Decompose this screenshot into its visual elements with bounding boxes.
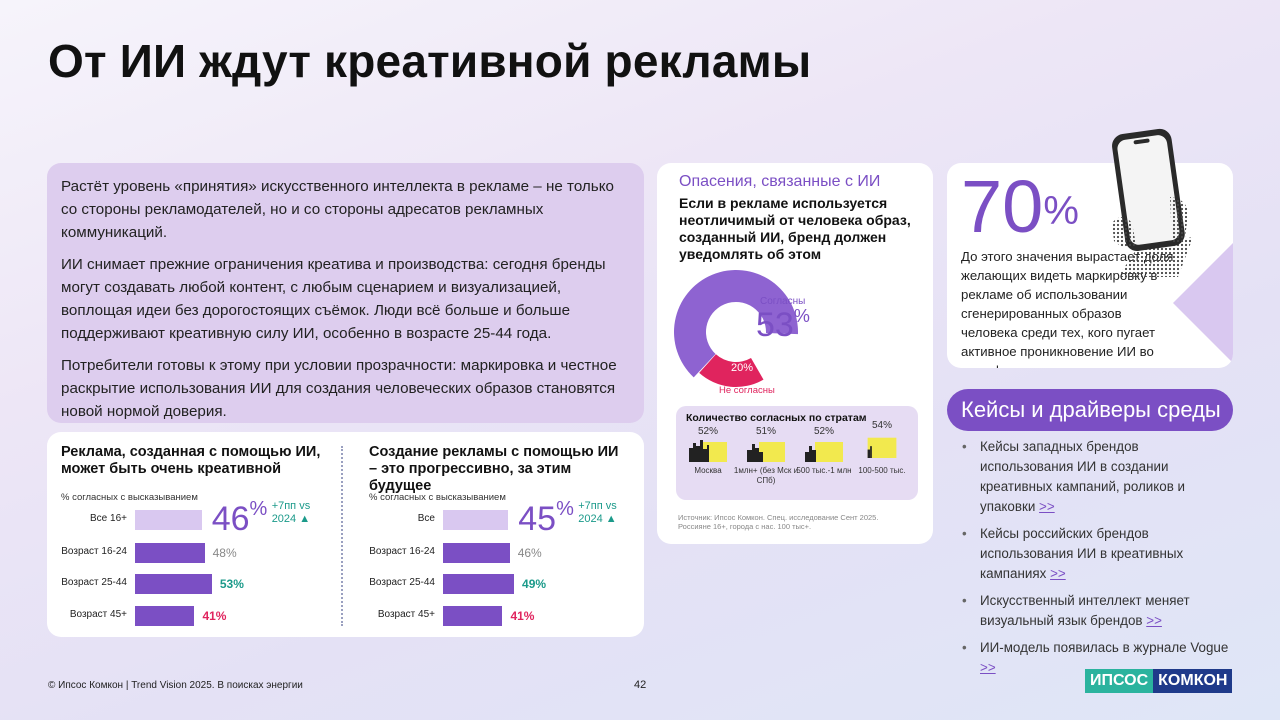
agree-value: 53%: [756, 306, 810, 344]
chart-subtitle: % согласных с высказыванием: [61, 492, 198, 503]
concerns-title: Опасения, связанные с ИИ: [679, 173, 881, 190]
page-title: От ИИ ждут креативной рекламы: [48, 35, 812, 87]
bar-chart-creative: Реклама, созданная с помощью ИИ, может б…: [47, 442, 337, 632]
stratum-500k: 52% 500 тыс.-1 млн: [796, 426, 852, 496]
stat-card: 70% До этого значения вырастает доля жел…: [947, 163, 1233, 368]
bar: [135, 606, 195, 626]
bar-row: Возраст 45+ 41%: [355, 606, 645, 626]
trend-annotation: +7пп vs 2024 ▲: [578, 500, 617, 525]
stratum-label: Москва: [694, 466, 722, 475]
concerns-card: Опасения, связанные с ИИ Если в рекламе …: [657, 163, 933, 544]
list-item: • Кейсы российских брендов использования …: [962, 526, 1184, 581]
strata-box: Количество согласных по стратам 52% Моск…: [676, 406, 918, 500]
footer-copyright: © Ипсос Комкон | Trend Vision 2025. В по…: [48, 680, 303, 691]
intro-paragraph-3: Потребители готовы к этому при условии п…: [61, 357, 617, 420]
stratum-1mln: 51% 1млн+ (без Мск и СПб): [734, 426, 798, 496]
bar: [443, 574, 515, 594]
bar-category-label: Возраст 25-44: [61, 577, 127, 588]
bar-row: Возраст 25-44 49%: [355, 574, 645, 594]
bar-category-label: Все 16+: [90, 513, 127, 524]
bar-category-label: Возраст 16-24: [61, 546, 127, 557]
trend-annotation: +7пп vs 2024 ▲: [271, 500, 311, 525]
source-note: Источник: Ипсос Комкон. Спец. исследован…: [678, 513, 879, 531]
bar-value-label: 46%: [517, 546, 542, 560]
donut-chart: [674, 270, 798, 387]
stratum-value: 52%: [813, 426, 834, 437]
chart-title: Реклама, созданная с помощью ИИ, может б…: [61, 444, 321, 477]
bar-category-label: Возраст 45+: [377, 609, 435, 620]
bar-value-label: 48%: [212, 546, 237, 560]
chart-subtitle: % согласных с высказыванием: [369, 492, 506, 503]
bar: [443, 510, 509, 530]
page-number: 42: [634, 679, 647, 691]
bar-chart-progressive: Создание рекламы с помощью ИИ – это прог…: [355, 442, 645, 632]
bar-value-label: 45%: [518, 498, 574, 538]
stat-text: До этого значения вырастает доля желающи…: [961, 249, 1173, 368]
bar-value-label: 46%: [211, 498, 268, 538]
bar-row: Все 45% +7пп vs 2024 ▲: [355, 498, 645, 538]
chart-title: Создание рекламы с помощью ИИ – это прог…: [369, 444, 619, 494]
city-skyline-icon: [805, 442, 843, 462]
donut-segment-disagree: [699, 354, 764, 387]
list-item: • Искусственный интеллект меняет визуальн…: [962, 593, 1190, 628]
agree-label: Согласны: [760, 296, 806, 307]
disagree-value: 20%: [731, 362, 754, 374]
cases-list: • Кейсы западных брендов использования ИИ…: [962, 437, 1232, 685]
bar-row: Все 16+ 46% +7пп vs 2024 ▲: [47, 498, 337, 538]
bar-value-label: 53%: [219, 577, 244, 591]
bar-value-label: 41%: [202, 609, 227, 623]
city-skyline-icon: [747, 442, 785, 462]
city-skyline-icon: [689, 440, 727, 462]
bar: [443, 543, 510, 563]
bar-row: Возраст 16-24 46%: [355, 543, 645, 563]
concerns-question: Если в рекламе используется неотличимый …: [679, 195, 911, 262]
stat-value: 70%: [961, 165, 1079, 248]
bar-category-label: Возраст 25-44: [369, 577, 435, 588]
company-logo: ИПСОС КОМКОН: [1085, 669, 1233, 693]
donut-segment-agree: [674, 270, 798, 378]
stratum-100k: 54% 100-500 тыс.: [854, 420, 910, 496]
stratum-label: 1млн+ (без Мск и СПб): [733, 466, 799, 485]
bar-category-label: Возраст 45+: [69, 609, 127, 620]
bar: [443, 606, 503, 626]
cases-title: Кейсы и драйверы среды: [947, 389, 1233, 431]
bar-row: Возраст 25-44 53%: [47, 574, 337, 594]
bar-charts-card: Реклама, созданная с помощью ИИ, может б…: [47, 432, 644, 637]
bar: [135, 510, 202, 530]
city-skyline-icon: [867, 437, 897, 458]
divider: [341, 446, 343, 626]
case-link[interactable]: >>: [1146, 613, 1162, 628]
case-link[interactable]: >>: [980, 660, 996, 675]
bar-category-label: Возраст 16-24: [369, 546, 435, 557]
bar-row: Возраст 45+ 41%: [47, 606, 337, 626]
case-link[interactable]: >>: [1050, 566, 1066, 581]
intro-box: Растёт уровень «принятия» искусственного…: [47, 163, 644, 423]
intro-paragraph-1: Растёт уровень «принятия» искусственного…: [61, 178, 614, 241]
bar-value-label: 49%: [522, 577, 547, 591]
case-link[interactable]: >>: [1039, 499, 1055, 514]
bar: [135, 543, 205, 563]
stratum-label: 500 тыс.-1 млн: [796, 466, 852, 475]
bar-row: Возраст 16-24 48%: [47, 543, 337, 563]
stratum-value: 54%: [871, 420, 892, 431]
disagree-label: Не согласны: [719, 385, 775, 396]
hand-phone-icon: [1112, 128, 1193, 277]
bar-category-label: Все: [417, 513, 435, 524]
stratum-value: 51%: [755, 426, 776, 437]
stratum-value: 52%: [697, 426, 718, 437]
list-item: • Кейсы западных брендов использования ИИ…: [962, 439, 1186, 514]
strata-title: Количество согласных по стратам: [686, 412, 867, 424]
stratum-moscow: 52% Москва: [680, 426, 736, 496]
bar: [135, 574, 212, 594]
intro-paragraph-2: ИИ снимает прежние ограничения креатива …: [61, 256, 606, 342]
stratum-label: 100-500 тыс.: [858, 466, 906, 475]
list-item: • ИИ-модель появилась в журнале Vogue >>: [962, 640, 1229, 675]
bar-value-label: 41%: [510, 609, 535, 623]
